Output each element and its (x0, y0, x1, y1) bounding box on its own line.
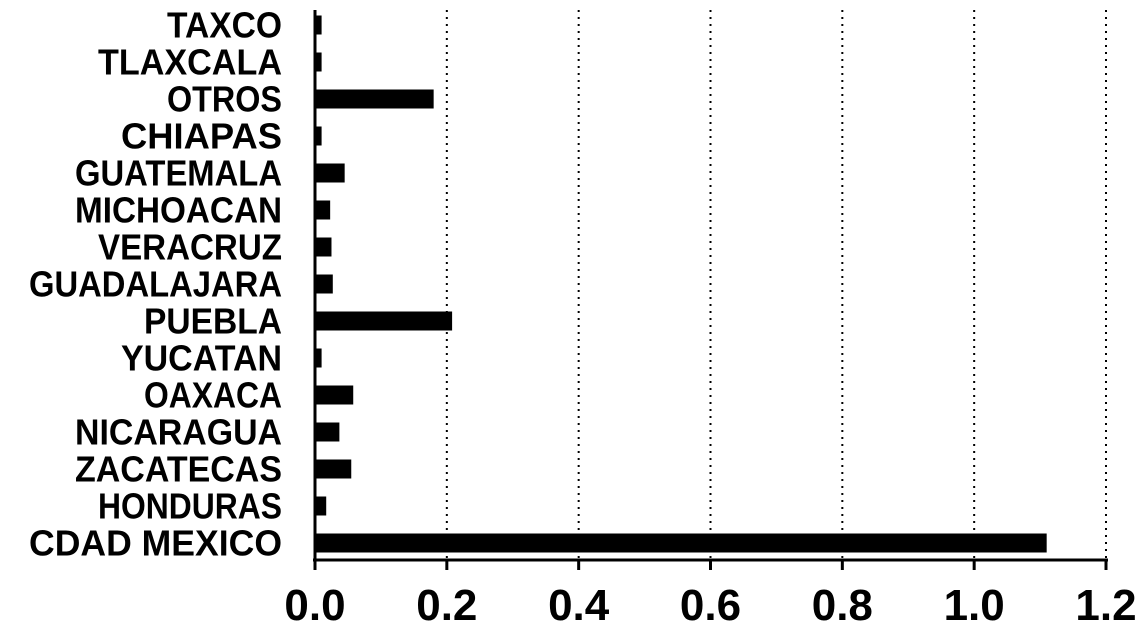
category-label: OTROS (167, 79, 282, 120)
category-label: YUCATAN (121, 338, 282, 379)
bar-puebla (315, 311, 453, 331)
axes (313, 10, 1108, 570)
x-tick-label: 0.6 (680, 581, 741, 628)
bar-tlaxcala (315, 52, 322, 72)
x-tick-label: 1.2 (1075, 581, 1136, 628)
bar-veracruz (315, 237, 332, 257)
x-tick-label: 0.0 (284, 581, 345, 628)
category-label: TAXCO (167, 5, 282, 46)
category-label: CHIAPAS (121, 116, 282, 157)
category-label: OAXACA (144, 375, 282, 416)
bar-guadalajara (315, 274, 333, 294)
bar-taxco (315, 15, 322, 35)
bar-honduras (315, 496, 327, 516)
x-tick-labels: 0.0 0.2 0.4 0.6 0.8 1.0 1.2 (284, 581, 1136, 628)
category-label: ZACATECAS (75, 449, 282, 490)
category-label: TLAXCALA (98, 42, 282, 83)
category-label: CDAD MEXICO (29, 523, 282, 564)
x-tick-label: 0.8 (812, 581, 873, 628)
bar-guatemala (315, 163, 345, 183)
bar-michoacan (315, 200, 331, 220)
category-label: HONDURAS (98, 486, 282, 527)
grid-lines (445, 10, 1107, 560)
bar-chiapas (315, 126, 322, 146)
category-label: PUEBLA (144, 301, 282, 342)
bars (315, 15, 1047, 553)
bar-zacatecas (315, 459, 352, 479)
category-label: MICHOACAN (75, 190, 282, 231)
bar-otros (315, 89, 434, 109)
bar-yucatan (315, 348, 322, 368)
category-label: VERACRUZ (98, 227, 282, 268)
x-tick-label: 1.0 (944, 581, 1005, 628)
bar-oaxaca (315, 385, 354, 405)
category-label: NICARAGUA (75, 412, 282, 453)
bar-nicaragua (315, 422, 340, 442)
x-tick-label: 0.2 (416, 581, 477, 628)
category-label: GUADALAJARA (29, 264, 282, 305)
category-labels: TAXCOTLAXCALAOTROSCHIAPASGUATEMALAMICHOA… (29, 5, 282, 564)
category-label: GUATEMALA (75, 153, 282, 194)
x-tick-label: 0.4 (548, 581, 610, 628)
bar-cdad-mexico (315, 533, 1047, 553)
